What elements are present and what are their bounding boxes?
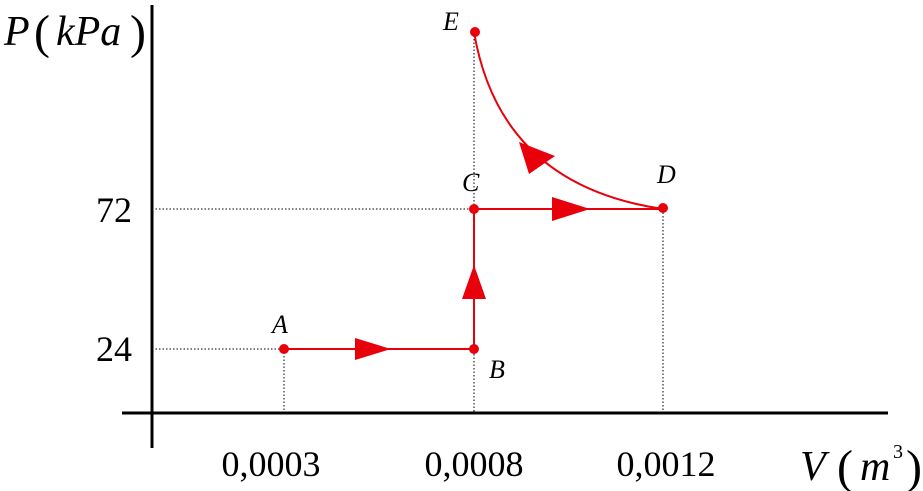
y-tick-24: 24	[96, 329, 132, 369]
axes	[122, 5, 888, 448]
y-axis-close-paren: )	[130, 6, 146, 59]
x-axis-symbol: V	[800, 444, 830, 490]
x-tick-labels: 0,0003 0,0008 0,0012	[222, 444, 716, 484]
direction-arrows	[355, 142, 590, 360]
x-axis-unit: m	[860, 444, 890, 490]
point-e	[470, 27, 480, 37]
point-label-b: B	[489, 355, 505, 384]
x-tick-0008: 0,0008	[425, 444, 524, 484]
point-c	[469, 204, 479, 214]
x-axis-unit-exponent: 3	[893, 441, 903, 463]
x-tick-0003: 0,0003	[222, 444, 321, 484]
point-label-a: A	[270, 310, 288, 339]
y-axis-open-paren: (	[34, 6, 50, 59]
y-axis-unit: kPa	[56, 9, 121, 55]
y-axis-symbol: P	[3, 9, 30, 55]
arrow-a-b	[355, 338, 391, 360]
x-tick-0012: 0,0012	[617, 444, 716, 484]
guide-lines	[152, 32, 664, 413]
x-axis-close-paren: )	[906, 441, 922, 491]
arrow-b-c	[462, 265, 486, 299]
point-d	[658, 203, 668, 213]
arrow-d-e	[519, 142, 555, 174]
y-tick-labels: 72 24	[96, 190, 132, 369]
x-axis-open-paren: (	[837, 441, 853, 491]
point-label-d: D	[656, 160, 676, 189]
segment-d-e	[473, 31, 664, 210]
arrow-c-d	[552, 197, 590, 221]
y-tick-72: 72	[96, 190, 132, 230]
point-label-e: E	[442, 7, 459, 36]
point-label-c: C	[462, 168, 480, 197]
y-axis-title: P ( kPa )	[3, 6, 146, 59]
state-points	[279, 27, 668, 354]
x-axis-title: V ( m 3 )	[800, 441, 922, 491]
point-labels: A B C D E	[270, 7, 676, 384]
point-a	[279, 344, 289, 354]
point-b	[469, 344, 479, 354]
